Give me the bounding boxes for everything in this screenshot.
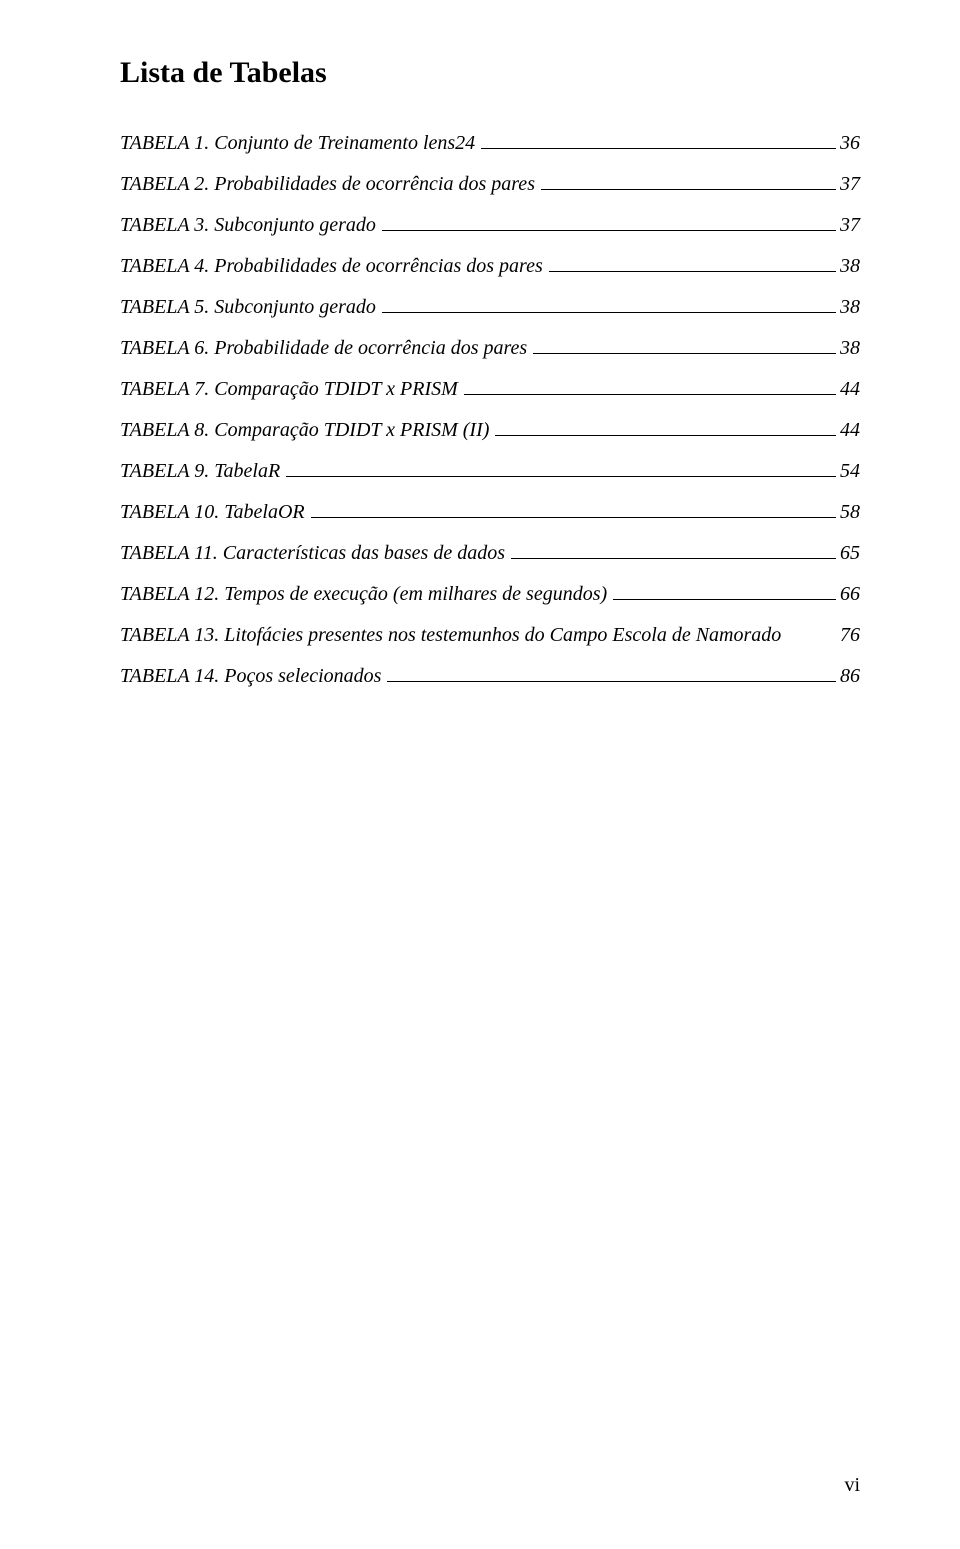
toc-entry: TABELA 14. Poços selecionados 86 xyxy=(120,665,860,688)
toc-entry-page: 65 xyxy=(840,542,860,565)
toc-entry-page: 44 xyxy=(840,419,860,442)
toc-entry-label: TABELA 11. Características das bases de … xyxy=(120,542,505,565)
toc-entry-label: TABELA 7. Comparação TDIDT x PRISM xyxy=(120,378,458,401)
page-number: vi xyxy=(844,1474,860,1497)
toc-entry: TABELA 13. Litofácies presentes nos test… xyxy=(120,624,860,647)
toc-leader xyxy=(382,312,836,313)
toc-entry: TABELA 2. Probabilidades de ocorrência d… xyxy=(120,173,860,196)
toc-entry: TABELA 12. Tempos de execução (em milhar… xyxy=(120,583,860,606)
toc-entry-page: 37 xyxy=(840,173,860,196)
toc-leader xyxy=(481,148,836,149)
toc-entry-label: TABELA 2. Probabilidades de ocorrência d… xyxy=(120,173,535,196)
toc-entry-label: TABELA 1. Conjunto de Treinamento lens24 xyxy=(120,132,475,155)
toc-entry-label: TABELA 4. Probabilidades de ocorrências … xyxy=(120,255,543,278)
toc-entry-label: TABELA 9. TabelaR xyxy=(120,460,280,483)
page-title: Lista de Tabelas xyxy=(120,56,860,90)
toc-entry: TABELA 11. Características das bases de … xyxy=(120,542,860,565)
toc-leader xyxy=(311,517,836,518)
toc-entry: TABELA 1. Conjunto de Treinamento lens24… xyxy=(120,132,860,155)
toc-leader xyxy=(511,558,836,559)
toc-entry: TABELA 6. Probabilidade de ocorrência do… xyxy=(120,337,860,360)
toc-leader xyxy=(549,271,836,272)
toc-leader xyxy=(533,353,836,354)
toc-entry: TABELA 3. Subconjunto gerado 37 xyxy=(120,214,860,237)
toc-leader xyxy=(495,435,836,436)
toc-entry-label: TABELA 14. Poços selecionados xyxy=(120,665,381,688)
toc-entries: TABELA 1. Conjunto de Treinamento lens24… xyxy=(120,132,860,706)
toc-entry: TABELA 10. TabelaOR 58 xyxy=(120,501,860,524)
toc-entry-page: 36 xyxy=(840,132,860,155)
toc-entry-page: 37 xyxy=(840,214,860,237)
toc-entry: TABELA 8. Comparação TDIDT x PRISM (II) 4… xyxy=(120,419,860,442)
toc-entry-page: 38 xyxy=(840,337,860,360)
toc-leader xyxy=(387,681,836,682)
page: Lista de Tabelas TABELA 1. Conjunto de T… xyxy=(0,0,960,1549)
toc-entry-page: 66 xyxy=(840,583,860,606)
toc-leader xyxy=(286,476,836,477)
toc-entry: TABELA 9. TabelaR 54 xyxy=(120,460,860,483)
toc-leader xyxy=(464,394,836,395)
toc-entry-page: 76 xyxy=(840,624,860,647)
toc-entry-label: TABELA 10. TabelaOR xyxy=(120,501,305,524)
toc-entry: TABELA 5. Subconjunto gerado 38 xyxy=(120,296,860,319)
toc-entry-label: TABELA 3. Subconjunto gerado xyxy=(120,214,376,237)
toc-entry-label: TABELA 5. Subconjunto gerado xyxy=(120,296,376,319)
toc-entry-page: 44 xyxy=(840,378,860,401)
toc-entry-page: 58 xyxy=(840,501,860,524)
toc-leader xyxy=(541,189,836,190)
toc-entry-page: 54 xyxy=(840,460,860,483)
toc-entry: TABELA 4. Probabilidades de ocorrências … xyxy=(120,255,860,278)
toc-entry-label: TABELA 12. Tempos de execução (em milhar… xyxy=(120,583,607,606)
toc-entry-page: 38 xyxy=(840,296,860,319)
toc-leader xyxy=(382,230,836,231)
toc-leader xyxy=(613,599,836,600)
toc-entry-label: TABELA 13. Litofácies presentes nos test… xyxy=(120,624,840,647)
toc-entry-label: TABELA 6. Probabilidade de ocorrência do… xyxy=(120,337,527,360)
toc-entry-page: 86 xyxy=(840,665,860,688)
toc-entry-page: 38 xyxy=(840,255,860,278)
toc-entry: TABELA 7. Comparação TDIDT x PRISM 44 xyxy=(120,378,860,401)
toc-entry-label: TABELA 8. Comparação TDIDT x PRISM (II) xyxy=(120,419,489,442)
